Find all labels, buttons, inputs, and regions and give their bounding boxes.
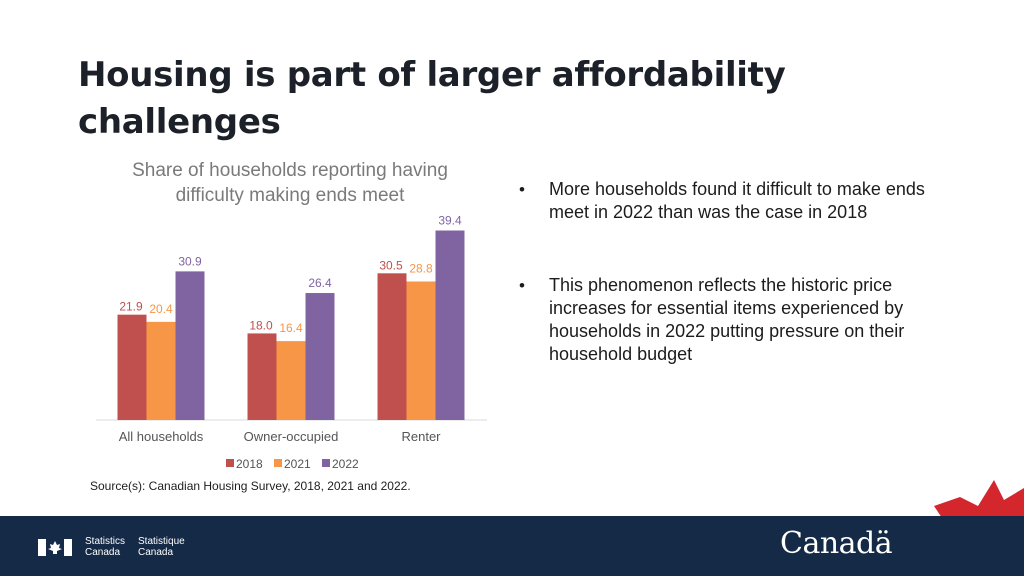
canada-flag-icon (38, 539, 72, 556)
bullet-item: More households found it difficult to ma… (519, 178, 959, 224)
legend-swatch (226, 459, 234, 467)
wordmark-line: Statistique (138, 536, 185, 547)
data-label: 28.8 (409, 261, 433, 275)
category-label: All households (119, 429, 204, 444)
bar-2022-0 (175, 271, 205, 420)
bullet-list: More households found it difficult to ma… (519, 178, 959, 366)
source-note: Source(s): Canadian Housing Survey, 2018… (90, 479, 411, 493)
chart-title: Share of households reporting having dif… (132, 160, 448, 206)
bar-2021-0 (146, 321, 176, 420)
legend-label: 2022 (332, 457, 359, 471)
footer-bar: Statistics Canada Statistique Canada Can… (0, 516, 1024, 576)
category-label: Owner-occupied (244, 429, 339, 444)
legend-swatch (274, 459, 282, 467)
data-label: 16.4 (279, 321, 303, 335)
data-label: 30.9 (178, 254, 202, 268)
bar-2022-2 (435, 230, 465, 420)
data-label: 18.0 (249, 318, 273, 332)
data-label: 20.4 (149, 302, 173, 316)
canada-wordmark: Canadä (780, 526, 893, 561)
bar-2021-2 (406, 281, 436, 420)
legend-swatch (322, 459, 330, 467)
wordmark-line: Canada (85, 547, 121, 558)
data-label: 21.9 (119, 300, 143, 314)
bar-2018-1 (247, 333, 277, 420)
category-label: Renter (401, 429, 441, 444)
bar-2018-2 (377, 273, 407, 420)
chart-legend: 2018 2021 2022 (226, 457, 359, 471)
wordmark-line: Statistics (85, 536, 126, 547)
bar-2022-1 (305, 293, 335, 420)
bullet-item: This phenomenon reflects the historic pr… (519, 274, 959, 366)
legend-label: 2021 (284, 457, 311, 471)
bars-layer: 21.9 20.4 30.9 All households 18.0 16.4 26.4 Ow… (117, 214, 465, 444)
data-label: 26.4 (308, 276, 332, 290)
slide-title: Housing is part of larger affordability … (78, 55, 786, 142)
statistique-canada-wordmark: Statistique Canada (138, 536, 185, 558)
wordmark-line: Canada (138, 547, 174, 558)
data-label: 39.4 (438, 214, 462, 228)
bar-2021-1 (276, 341, 306, 420)
bar-2018-0 (117, 314, 147, 420)
data-label: 30.5 (379, 258, 403, 272)
statistics-canada-wordmark: Statistics Canada (85, 536, 125, 558)
bar-chart: 21.9 20.4 30.9 All households 18.0 16.4 26.4 Ow… (96, 214, 487, 471)
legend-label: 2018 (236, 457, 263, 471)
